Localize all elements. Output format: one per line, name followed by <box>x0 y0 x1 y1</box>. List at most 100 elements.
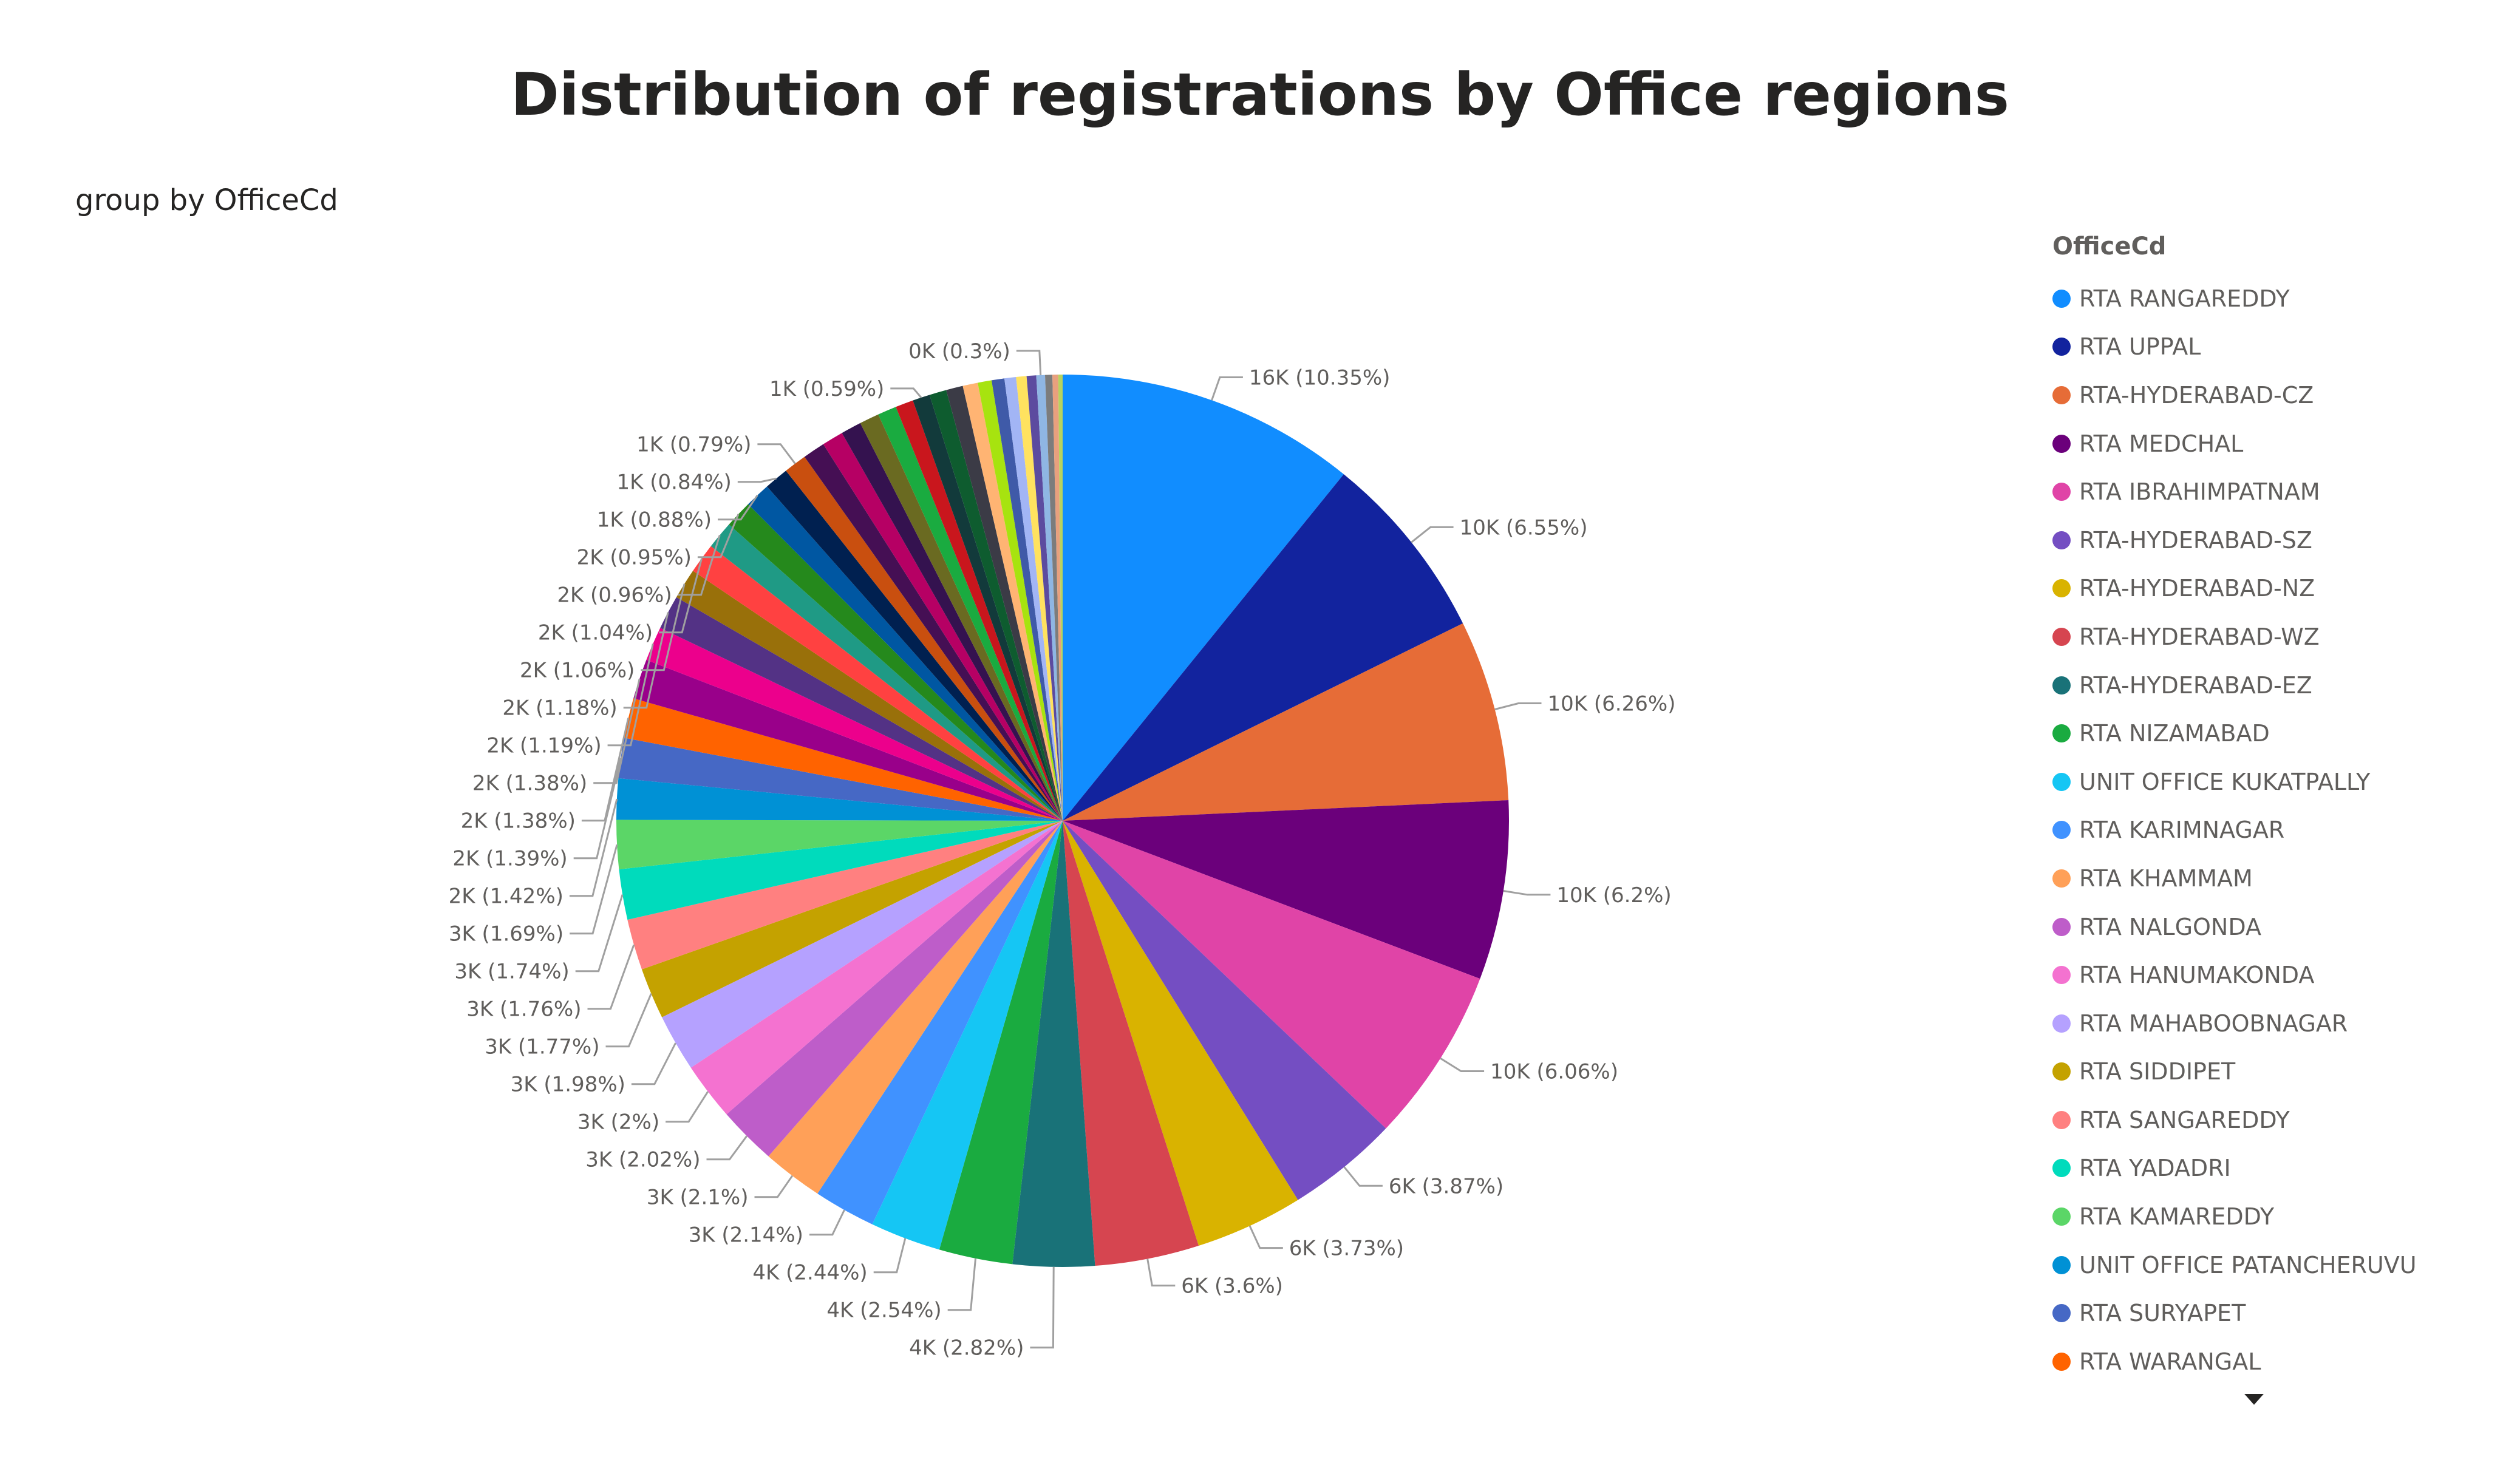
pie-slice[interactable] <box>1044 375 1063 821</box>
pie-slice[interactable] <box>786 457 1063 821</box>
pie-slice[interactable] <box>633 660 1063 821</box>
data-label: 1K (0.88%) <box>597 508 712 532</box>
pie-slice[interactable] <box>616 778 1063 821</box>
pie-slice[interactable] <box>946 385 1063 821</box>
pie-slice[interactable] <box>693 546 1063 821</box>
pie-slice[interactable] <box>929 390 1063 821</box>
legend-label: RTA NALGONDA <box>2079 913 2261 940</box>
leader-line <box>1440 1058 1485 1072</box>
pie-slice[interactable] <box>962 382 1063 821</box>
pie-slice[interactable] <box>804 444 1063 821</box>
pie-slice[interactable] <box>860 414 1063 821</box>
legend: OfficeCd RTA RANGAREDDY RTA UPPAL RTA-HYDE… <box>2052 229 2490 1413</box>
legend-label: RTA KAMAREDDY <box>2079 1203 2275 1231</box>
pie-slice[interactable] <box>710 524 1063 821</box>
pie-slice[interactable] <box>627 821 1063 970</box>
pie-slice[interactable] <box>768 821 1063 1194</box>
pie-slice[interactable] <box>767 470 1063 821</box>
leader-line <box>666 1091 709 1123</box>
legend-item[interactable]: RTA-HYDERABAD-EZ <box>2052 661 2490 710</box>
legend-item[interactable]: RTA SURYAPET <box>2052 1289 2490 1337</box>
pie-slice[interactable] <box>624 698 1063 821</box>
data-label: 4K (2.54%) <box>826 1299 941 1323</box>
data-label: 3K (2.02%) <box>585 1148 700 1172</box>
pie-slice[interactable] <box>690 821 1063 1115</box>
pie-slice[interactable] <box>1063 474 1463 821</box>
pie-slice[interactable] <box>676 571 1063 821</box>
data-label: 2K (1.39%) <box>452 847 567 871</box>
pie-slice[interactable] <box>1012 821 1095 1268</box>
pie-slice[interactable] <box>1063 821 1298 1246</box>
legend-item[interactable]: RTA HANUMAKONDA <box>2052 951 2490 999</box>
leader-line <box>659 558 703 634</box>
pie-slice[interactable] <box>823 433 1063 821</box>
leader-line <box>809 1209 845 1236</box>
pie-slice[interactable] <box>1026 375 1063 821</box>
leader-line <box>569 798 618 897</box>
legend-item[interactable]: RTA-HYDERABAD-WZ <box>2052 613 2490 661</box>
pie-slice[interactable] <box>660 597 1063 821</box>
leader-line <box>890 387 922 398</box>
pie-slice[interactable] <box>1052 375 1063 821</box>
pie-slice[interactable] <box>616 820 1063 870</box>
legend-item[interactable]: RTA-HYDERABAD-CZ <box>2052 371 2490 419</box>
pie-slice[interactable] <box>618 738 1063 821</box>
pie-slice[interactable] <box>1063 821 1199 1266</box>
legend-swatch-icon <box>2052 289 2071 308</box>
pie-slice[interactable] <box>729 504 1063 821</box>
legend-item[interactable]: RTA-HYDERABAD-NZ <box>2052 565 2490 613</box>
legend-label: RTA NIZAMABAD <box>2079 720 2270 747</box>
pie-slice[interactable] <box>1016 376 1063 821</box>
pie-slice[interactable] <box>748 486 1063 821</box>
legend-item[interactable]: RTA KHAMMAM <box>2052 854 2490 903</box>
pie-slice[interactable] <box>1004 377 1063 821</box>
legend-item[interactable]: RTA IBRAHIMPATNAM <box>2052 467 2490 516</box>
legend-item[interactable]: RTA SANGAREDDY <box>2052 1096 2490 1144</box>
pie-slice[interactable] <box>878 407 1063 821</box>
legend-label: RTA SURYAPET <box>2079 1300 2246 1327</box>
legend-swatch-icon <box>2052 531 2071 549</box>
pie-slice[interactable] <box>1063 821 1386 1200</box>
legend-item[interactable]: RTA KAMAREDDY <box>2052 1192 2490 1241</box>
pie-slice[interactable] <box>991 378 1063 821</box>
legend-item[interactable]: RTA MAHABOOBNAGAR <box>2052 999 2490 1048</box>
legend-label: UNIT OFFICE PATANCHERUVU <box>2079 1251 2417 1279</box>
legend-label: RTA UPPAL <box>2079 333 2201 361</box>
legend-item[interactable]: RTA-HYDERABAD-SZ <box>2052 516 2490 565</box>
legend-more-arrow-icon[interactable] <box>2244 1394 2264 1405</box>
legend-item[interactable]: RTA YADADRI <box>2052 1144 2490 1193</box>
data-label: 3K (2.14%) <box>689 1223 803 1248</box>
pie-slice[interactable] <box>726 821 1063 1156</box>
legend-item[interactable]: UNIT OFFICE KUKATPALLY <box>2052 758 2490 806</box>
legend-item[interactable]: RTA NIZAMABAD <box>2052 709 2490 758</box>
pie-slice[interactable] <box>1036 375 1063 821</box>
pie-slice[interactable] <box>913 395 1063 821</box>
pie-slice[interactable] <box>646 628 1063 821</box>
pie-slice[interactable] <box>1063 821 1480 1129</box>
legend-item[interactable]: RTA UPPAL <box>2052 323 2490 372</box>
leader-line <box>873 1238 907 1274</box>
pie-slice[interactable] <box>872 821 1063 1250</box>
pie-slice[interactable] <box>817 821 1063 1224</box>
pie-slice[interactable] <box>978 380 1063 821</box>
pie-slice[interactable] <box>896 400 1063 821</box>
legend-item[interactable]: RTA MEDCHAL <box>2052 419 2490 468</box>
pie-slice[interactable] <box>1063 375 1344 821</box>
pie-slice[interactable] <box>842 423 1063 821</box>
pie-slice[interactable] <box>1058 375 1063 821</box>
pie-slice[interactable] <box>1063 623 1509 821</box>
legend-item[interactable]: RTA NALGONDA <box>2052 903 2490 951</box>
pie-slice[interactable] <box>662 821 1063 1068</box>
pie-slice[interactable] <box>939 821 1063 1265</box>
legend-swatch-icon <box>2052 1352 2071 1371</box>
legend-item[interactable]: RTA WARANGAL <box>2052 1337 2490 1386</box>
legend-item[interactable]: RTA SIDDIPET <box>2052 1048 2490 1096</box>
pie-slice[interactable] <box>641 821 1063 1017</box>
pie-slice[interactable] <box>619 821 1063 920</box>
leader-line <box>581 718 630 822</box>
pie-slice[interactable] <box>1063 800 1509 979</box>
legend-label: RTA RANGAREDDY <box>2079 285 2290 312</box>
legend-item[interactable]: RTA KARIMNAGAR <box>2052 806 2490 855</box>
legend-item[interactable]: UNIT OFFICE PATANCHERUVU <box>2052 1241 2490 1289</box>
legend-item[interactable]: RTA RANGAREDDY <box>2052 274 2490 323</box>
